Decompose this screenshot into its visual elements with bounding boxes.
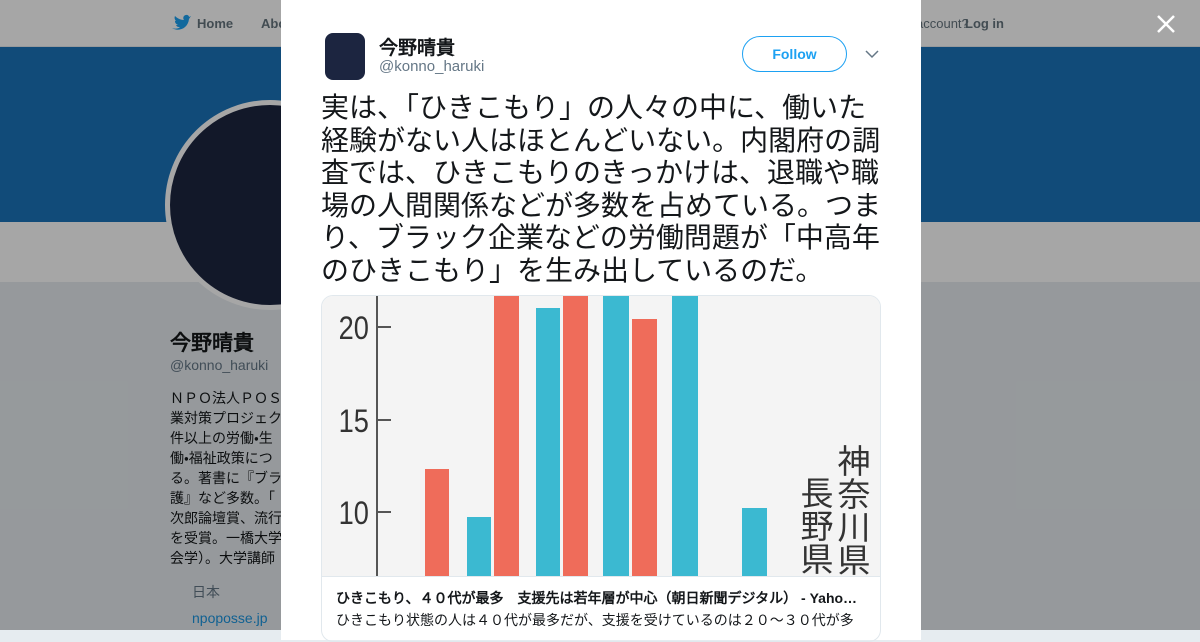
tweet-line: のひきこもり」を生み出しているのだ。 (321, 254, 824, 286)
tweet-handle: @konno_haruki (379, 58, 485, 75)
tweet-line: 場の人間関係などが多数を占めている。つま (321, 189, 882, 221)
profile-location: 日本 (192, 584, 220, 600)
nav-about[interactable]: Abo (261, 16, 287, 31)
bio-line: 次郎論壇賞、流行 (170, 510, 282, 526)
link-card[interactable]: 20 15 10 神奈川県 長野県 ひきこもり、４０代が最多 支援先は若年層が中心（… (321, 295, 881, 642)
tweet-line: り、ブラック企業などの労働問題が「中高年 (321, 222, 880, 253)
tweet-line: 査では、ひきこもりのきっかけは、退職や職 (321, 157, 880, 188)
image-tick-label: 15 (338, 402, 369, 439)
card-title: ひきこもり、４０代が最多 支援先は若年層が中心（朝日新聞デジタル） - Yaho… (336, 590, 858, 606)
tweet-text: 実は、「ひきこもり」の人々の中に、働いた 経験がない人はほとんどいない。内閣府の調… (321, 92, 881, 287)
profile-handle: @konno_haruki (170, 357, 269, 373)
profile-name: 今野晴貴 (170, 332, 254, 355)
card-divider (322, 576, 880, 577)
profile-url[interactable]: npoposse.jp (192, 610, 268, 626)
tweet-modal: 今野晴貴 @konno_haruki Follow 実は、「ひきこもり」の人々の… (281, 0, 921, 642)
account-text: account? (916, 16, 969, 31)
bird-icon (172, 14, 191, 30)
follow-button[interactable]: Follow (742, 36, 847, 72)
bio-line: 会学）。大学講師 (170, 550, 275, 566)
bio-line: 働・福祉政策につ (170, 450, 273, 466)
chevron[interactable] (865, 49, 879, 59)
card-description: ひきこもり状態の人は４０代が最多だが、支援を受けているのは２０～３０代が多 (336, 612, 854, 628)
bio-line: 護』など多数。「 (170, 490, 275, 506)
tweet-avatar (325, 33, 365, 80)
bio-line: ＮＰＯ法人ＰＯＳ (170, 390, 282, 406)
image-label: 神奈川県 (833, 444, 870, 576)
tweet-line: 経験がない人はほとんどいない。内閣府の調 (321, 124, 881, 156)
bio-line: 件以上の労働・生 (170, 430, 273, 446)
bio-line: を受賞。一橋大学 (170, 530, 282, 546)
card-image (322, 296, 880, 576)
image-tick-label: 10 (338, 495, 369, 531)
nav-home[interactable]: Home (197, 16, 234, 31)
tweet-line: 実は、「ひきこもり」の人々の中に、働いた (321, 92, 867, 123)
close-button[interactable] (1156, 14, 1176, 34)
profile-bio: ＮＰＯ法人ＰＯＳ 業対策プロジェク 件以上の労働・生 働・福祉政策につ る。著書に『ブラ… (170, 388, 282, 568)
bio-line: る。著書に『ブラ (170, 470, 282, 486)
bio-line: 業対策プロジェク (170, 410, 282, 426)
image-label: 長野県 (796, 476, 833, 575)
login[interactable]: Log in (965, 16, 1004, 31)
image-tick-label: 20 (338, 310, 369, 346)
tweet-name: 今野晴貴 (379, 38, 456, 59)
